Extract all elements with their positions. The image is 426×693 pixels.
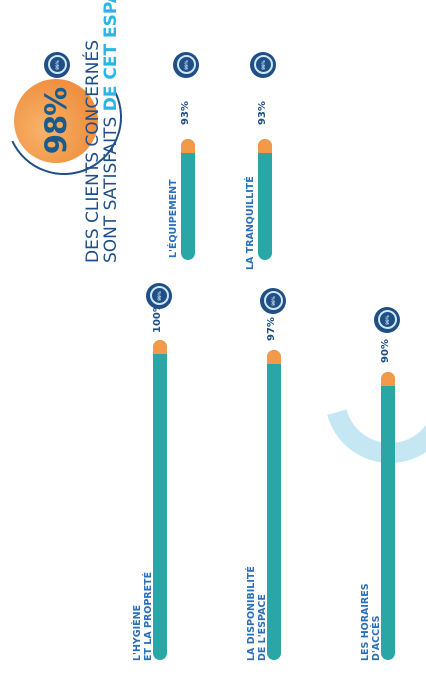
- headline-line-2: SONT SATISFAITS DE CET ESPACE: [101, 0, 121, 263]
- criterion-value-availability: 97%: [266, 317, 277, 341]
- criterion-label-hygiene: L'HYGIÈNE ET LA PROPRETÉ: [132, 571, 154, 661]
- criterion-label-hours: LES HORAIRES D'ACCÈS: [360, 583, 382, 661]
- criterion-bar-availability: [267, 350, 281, 660]
- criterion-bar-hygiene: [153, 340, 167, 660]
- overall-percent: 98%: [39, 87, 73, 155]
- criterion-label-availability: LA DISPONIBILITÉ DE L'ESPACE: [246, 566, 268, 661]
- criterion-bar-hours: [381, 372, 395, 660]
- criterion-bar-equipment: [181, 139, 195, 260]
- criterion-value-tranquility: 93%: [257, 101, 268, 125]
- headline-regular: SONT SATISFAITS: [101, 116, 121, 263]
- criterion-value-equipment: 93%: [180, 101, 191, 125]
- criterion-label-tranquility: LA TRANQUILLITÉ: [245, 176, 256, 270]
- criterion-label-equipment: L'ÉQUIPEMENT: [168, 179, 179, 258]
- satisfaction-badge-icon: 99%: [374, 307, 400, 333]
- satisfaction-badge-icon: 99%: [260, 288, 286, 314]
- decorative-arc: [301, 309, 426, 487]
- satisfaction-badge-icon: 99%: [173, 52, 199, 78]
- criterion-value-hours: 90%: [380, 339, 391, 363]
- headline: DES CLIENTS CONCERNÉS SONT SATISFAITS DE…: [83, 0, 121, 263]
- headline-bold: DE CET ESPACE: [101, 0, 121, 112]
- satisfaction-badge-icon: 99%: [146, 283, 172, 309]
- headline-line-1: DES CLIENTS CONCERNÉS: [83, 39, 103, 263]
- satisfaction-badge-icon: 99%: [44, 52, 70, 78]
- criterion-bar-tranquility: [258, 139, 272, 260]
- satisfaction-badge-icon: 99%: [250, 52, 276, 78]
